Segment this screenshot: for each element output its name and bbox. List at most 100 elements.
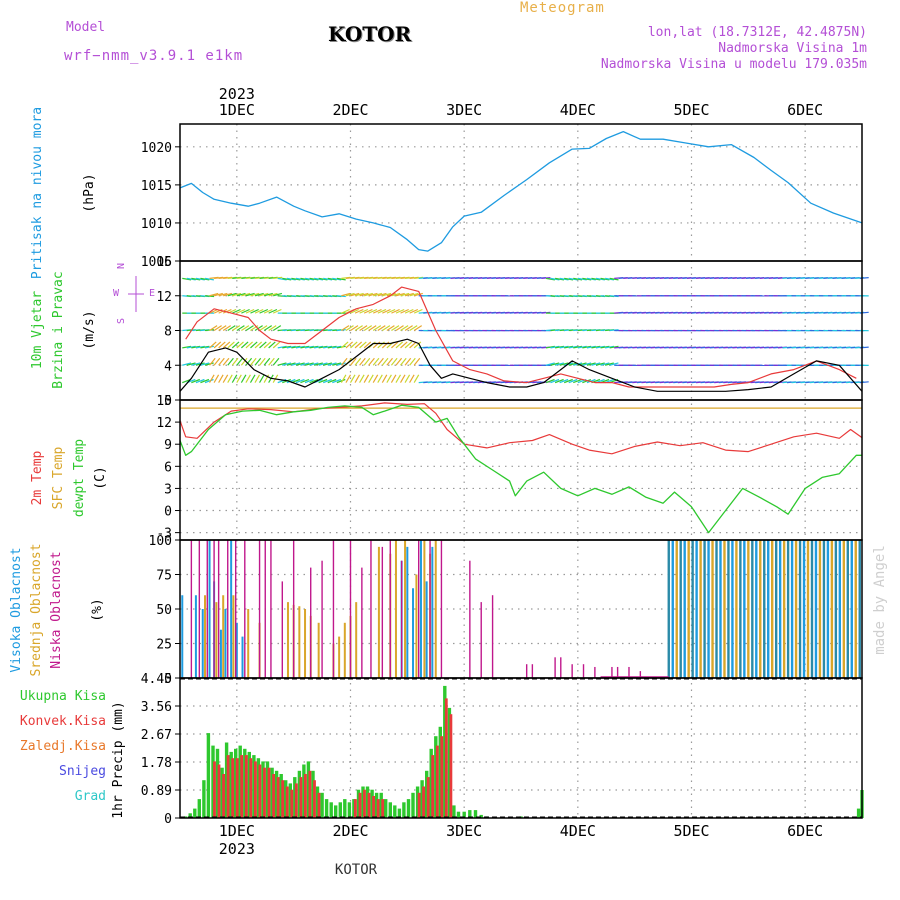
wind-barb [295,362,305,366]
precip-tick-label: 0.89 [141,784,172,799]
precip-total-bar [411,792,415,818]
wind-barb [386,325,395,332]
wind-barb [259,308,269,314]
wind-barb [231,357,239,366]
day-label-top: 2DEC [332,101,368,119]
wind-barb [327,345,337,349]
wind-barb [232,308,241,314]
wind-barb [550,277,560,281]
wind-barb [236,308,246,314]
wind-barb [304,362,314,366]
precip-total-bar [447,707,452,818]
wind-barb [272,325,282,332]
wind-barb [254,292,264,297]
wind-barb [209,308,219,314]
precip-total-bar [211,745,215,818]
wind-barb [595,362,605,366]
wind-barb [573,378,582,384]
precip-total-bar [206,733,211,818]
wind-barb [254,308,264,314]
precip-conv-bar [358,792,362,818]
wind-barb [272,341,281,349]
wind-barb [304,345,315,349]
wind-barb [245,357,253,366]
precip-total-bar [261,761,265,818]
cloud-panel [181,540,861,678]
wind-barb [227,341,235,349]
wind-barb [409,292,419,297]
wind-barb [309,277,319,281]
precip-total-bar [306,761,311,818]
wind-barb [236,341,244,349]
precip-total-bar [256,758,261,818]
wind-barb [395,341,404,349]
wind-barb [559,362,569,366]
wind-barb [295,378,305,384]
wind-barb [391,292,401,297]
wind-barb [222,341,231,349]
wind-barb [263,357,271,366]
precip-legend-item: Konvek.Kisa [20,714,106,729]
precip-conv-bar [240,755,244,818]
precip-total-bar [438,726,442,818]
precip-conv-bar [444,698,448,818]
wind-barb [318,277,328,281]
wind-barb [354,357,362,366]
wind-barb [859,311,869,314]
wind-barb [268,357,275,366]
wind-barb [368,292,378,297]
precip-total-bar [202,780,206,818]
wind-barb [327,362,337,366]
wind-barb [227,357,234,366]
wind-barb [363,341,372,349]
precip-legend-item: Snijeg [59,764,106,779]
precip-total-bar [243,748,247,818]
wind-barb [559,345,569,349]
wind-barb [332,345,342,349]
precip-total-bar [856,808,861,818]
wind-barb [404,325,413,332]
precip-conv-bar [317,792,321,818]
day-label-top: 3DEC [446,101,482,119]
wind-barb [368,308,378,314]
cloud-title-mid: Srednja Oblacnost [29,543,44,676]
wind-barb [314,277,324,281]
wind-barb [227,325,236,332]
precip-total-bar [193,808,197,818]
precip-total-bar [334,805,338,818]
wind-barb [368,357,375,366]
wind-barb [395,308,405,314]
wind-barb [304,277,315,281]
wind-barb [213,292,223,297]
wind-barb [345,325,354,332]
temp-2m-line [179,402,863,455]
wind-barb [282,345,292,349]
wind-barb [400,357,407,366]
precip-conv-bar [244,755,248,818]
wind-barb [263,292,273,297]
day-label-top: 6DEC [787,101,823,119]
precip-total-bar [274,770,279,818]
wind-barb [314,345,324,349]
wind-barb [595,277,606,281]
wind-barb [250,341,258,349]
wind-barb [268,308,278,314]
wind-tick-label: 8 [164,325,172,340]
day-label-bottom: 6DEC [787,822,823,840]
wind-barb [209,374,215,383]
wind-barb [209,292,219,297]
wind-barb [218,341,226,349]
wind-barb [191,378,201,384]
wind-barb [359,341,367,349]
wind-barb [564,345,574,349]
wind-barb [332,378,342,384]
wind-barb [582,362,592,366]
wind-barb [359,292,369,297]
wind-barb [586,362,596,366]
wind-barb [222,357,230,366]
precip-frame [179,677,863,819]
pressure-tick-label: 1010 [141,217,172,232]
precip-total-bar [468,810,472,818]
precip-total-bar [384,799,388,818]
precip-total-bar [388,802,392,818]
